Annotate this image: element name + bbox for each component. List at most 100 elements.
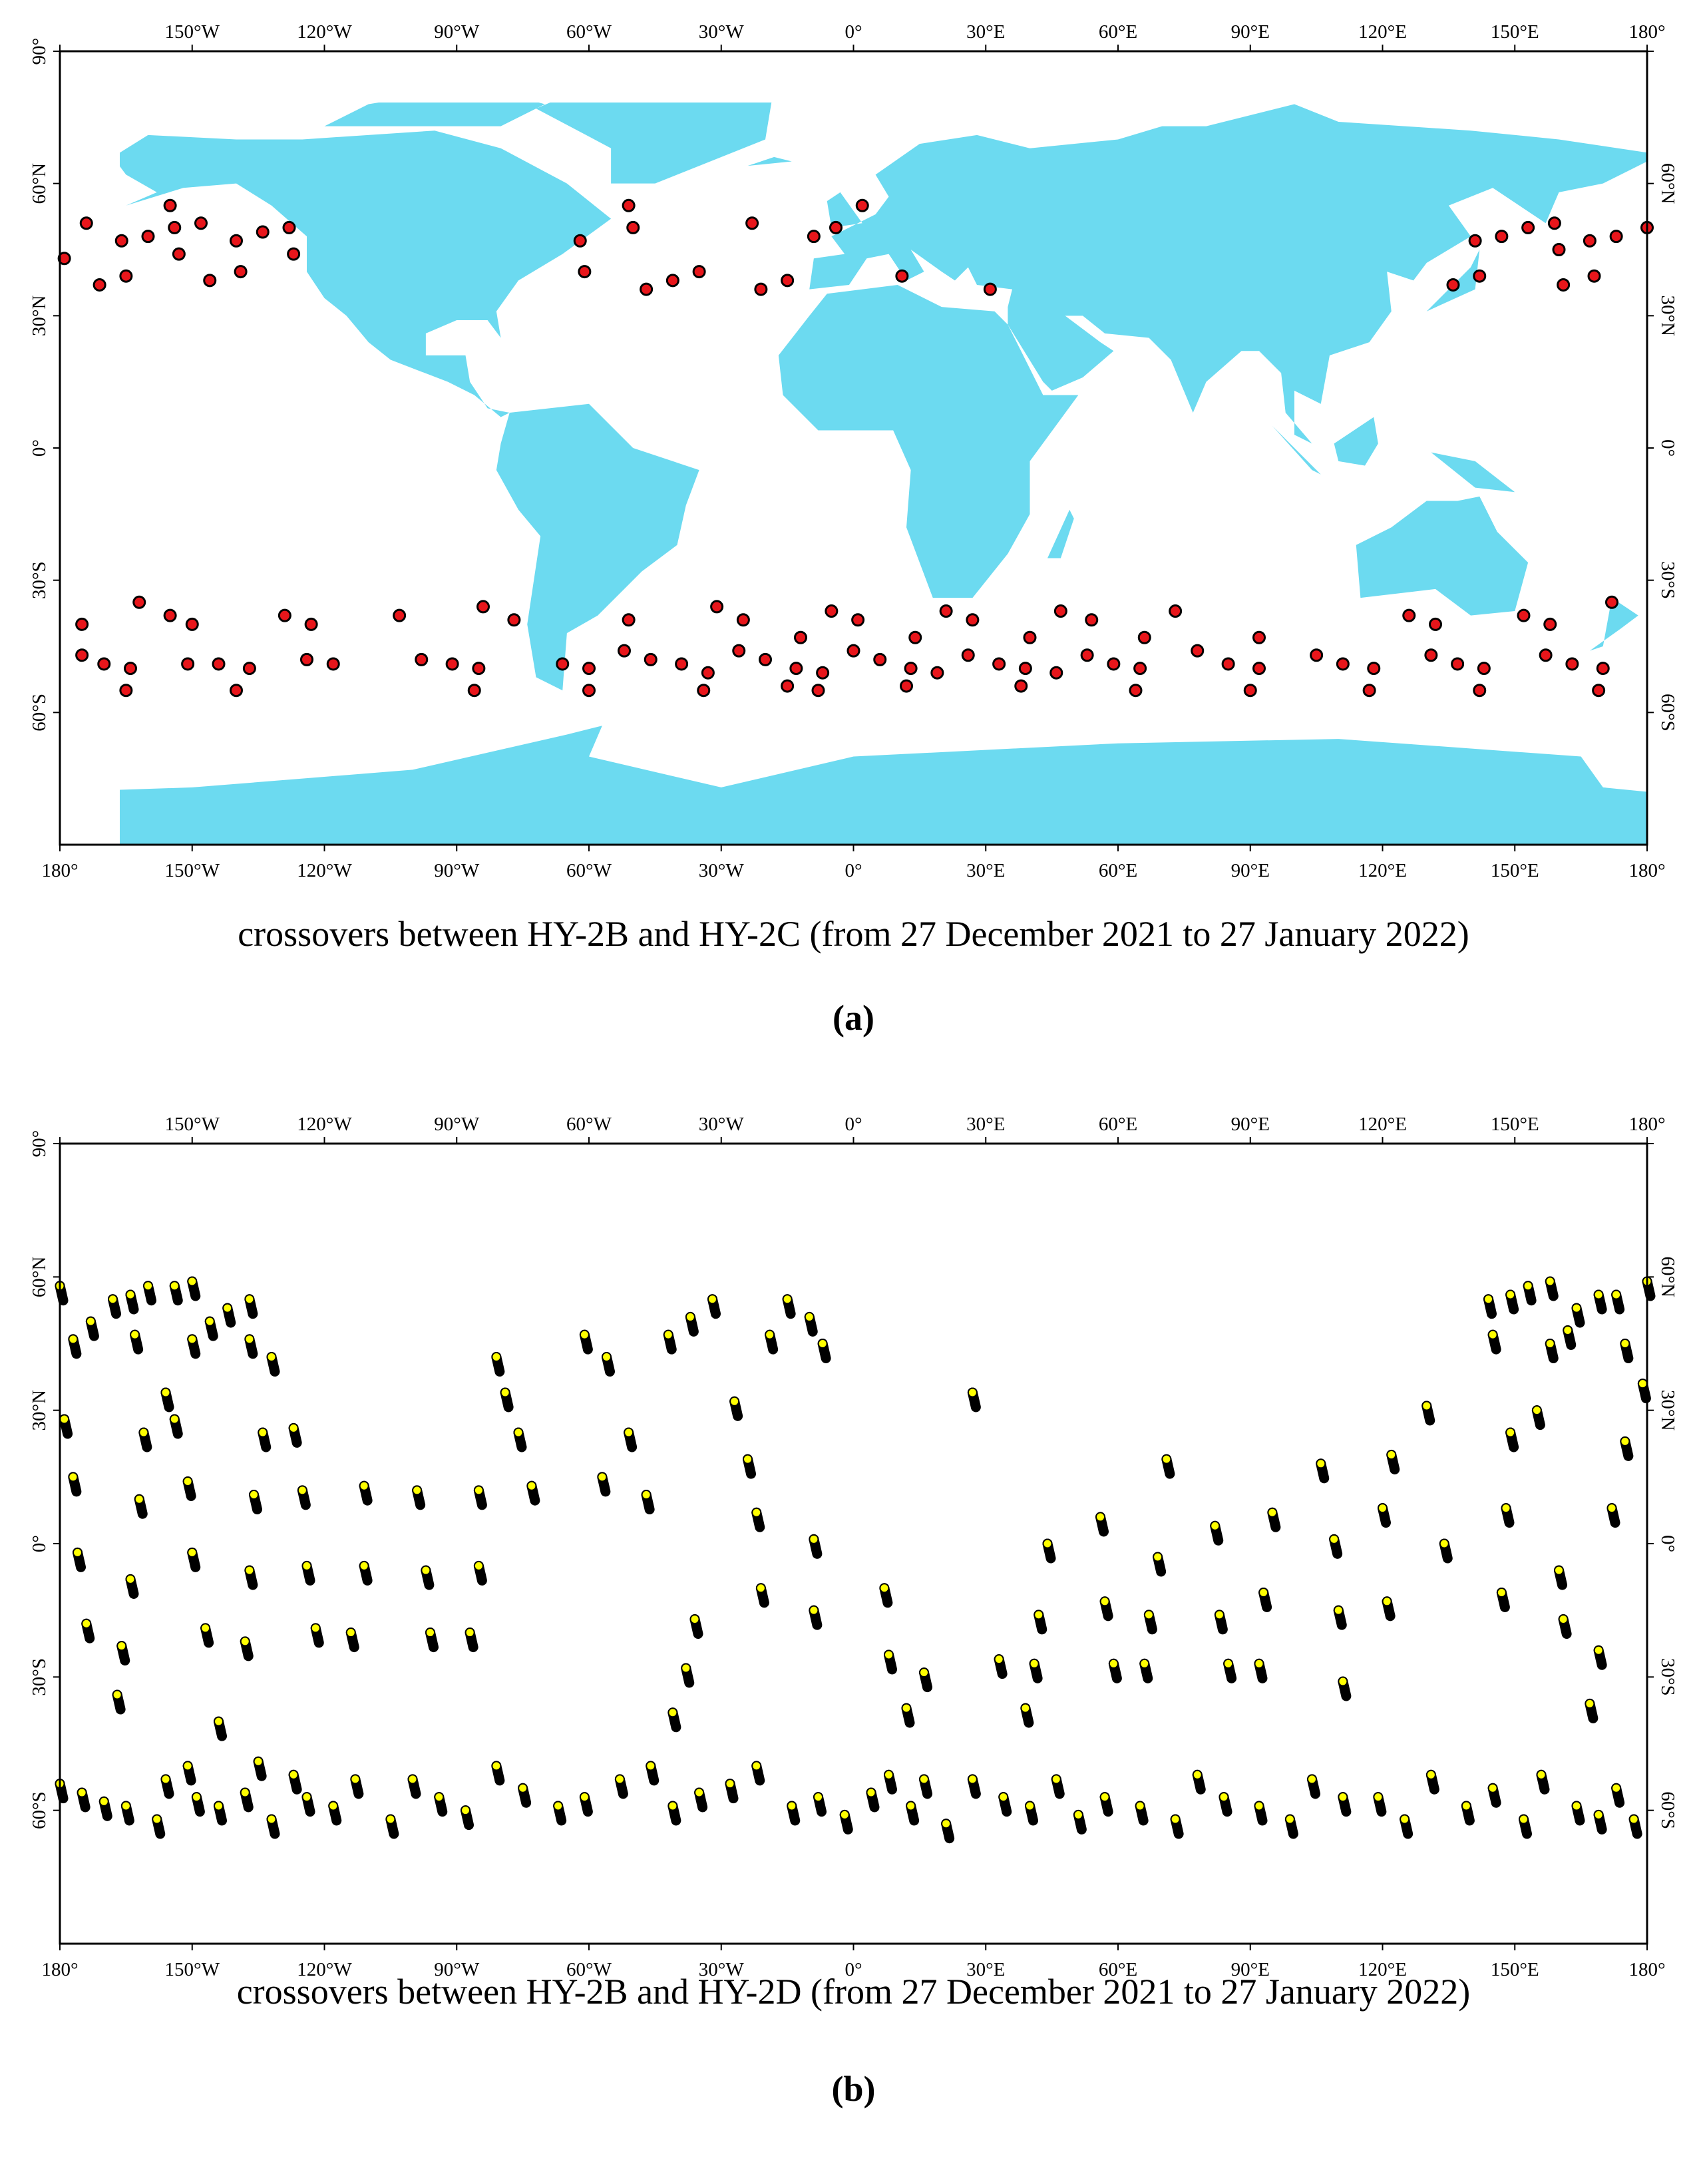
crossover-point (467, 684, 481, 698)
map-panel: 180° 150°W 150°W 120°W 120°W 90°W 90°W 60°W 60°W… (29, 21, 1678, 1038)
crossover-point (168, 220, 182, 234)
x-tick-label: 180° (41, 860, 78, 881)
crossover-point (1042, 1538, 1056, 1564)
x-tick-label: 150°W (165, 860, 220, 881)
y-tick-label: 30°S (1657, 561, 1678, 599)
y-tick-label: 30°N (29, 296, 50, 337)
crossover-point (244, 1294, 258, 1319)
x-tick-label: 30°W (699, 21, 745, 43)
crossover-point (556, 657, 570, 671)
x-tick-label: 120°W (297, 21, 352, 43)
crossover-point (1545, 1339, 1559, 1363)
crossover-point (809, 1534, 823, 1559)
crossover-point (692, 265, 706, 279)
crossover-point (1139, 1658, 1153, 1683)
x-tick-label: 150°E (1491, 1114, 1539, 1135)
crossover-point (1214, 1610, 1228, 1635)
crossover-point (1023, 630, 1037, 644)
crossover-point (1501, 1503, 1515, 1528)
crossover-point (68, 1334, 82, 1359)
crossover-point (68, 1472, 82, 1497)
crossover-point (1333, 1605, 1347, 1630)
x-tick-label: 60°E (1099, 1959, 1137, 1980)
crossover-point (59, 1414, 73, 1439)
crossover-point (579, 1329, 593, 1355)
crossover-point (182, 1476, 196, 1502)
crossover-point (884, 1649, 897, 1675)
crossover-point (626, 220, 640, 234)
crossover-point (1095, 1512, 1109, 1537)
crossover-point (1267, 1507, 1281, 1532)
x-tick-label: 90°E (1231, 1114, 1270, 1135)
x-tick-label: 0° (845, 1959, 862, 1980)
crossover-point (472, 662, 486, 676)
crossover-point (513, 1427, 527, 1452)
crossover-point (873, 652, 887, 666)
crossover-point (1386, 1449, 1400, 1474)
crossover-point (1051, 1774, 1065, 1799)
crossover-point (895, 269, 909, 283)
x-tick-label: 120°E (1358, 1959, 1407, 1980)
crossover-point (1473, 269, 1487, 283)
crossover-point (465, 1628, 478, 1653)
crossover-point (1169, 604, 1183, 618)
crossover-point (476, 600, 490, 614)
y-tick-label: 60°N (29, 163, 50, 204)
crossover-point (961, 648, 975, 662)
x-tick-label: 180° (41, 1959, 78, 1980)
crossover-point (1284, 1814, 1298, 1839)
y-tick-label: 30°N (29, 1390, 50, 1431)
crossover-point (1523, 1281, 1537, 1306)
crossover-point (138, 1427, 152, 1452)
crossover-point (994, 1654, 1008, 1679)
crossover-point (1609, 230, 1623, 244)
crossover-point (244, 1565, 258, 1590)
crossover-point (1543, 617, 1557, 631)
crossover-point (729, 1396, 743, 1421)
crossover-point (782, 1294, 796, 1319)
crossover-point (473, 1560, 487, 1586)
crossover-point (445, 657, 459, 671)
crossover-point (1400, 1814, 1414, 1839)
crossover-point (461, 1805, 474, 1831)
crossover-point (124, 662, 137, 676)
crossover-point (172, 247, 186, 261)
crossover-point (1161, 1454, 1175, 1479)
crossover-point (1099, 1792, 1113, 1817)
crossover-point (1338, 1676, 1352, 1701)
crossover-point (359, 1480, 373, 1506)
crossover-point (75, 648, 89, 662)
x-tick-label: 180° (1628, 21, 1665, 43)
crossover-point (1558, 1614, 1572, 1639)
crossover-point (230, 684, 243, 698)
y-tick-label: 90° (29, 1130, 50, 1158)
crossover-point (681, 1663, 695, 1688)
x-tick-label: 30°W (699, 1114, 745, 1135)
crossover-point (125, 1574, 139, 1599)
crossover-point (222, 1303, 236, 1328)
x-tick-label: 90°E (1231, 1959, 1270, 1980)
crossover-point (1477, 662, 1491, 676)
x-tick-label: 120°W (297, 1114, 352, 1135)
crossover-point (491, 1352, 505, 1377)
crossover-point (884, 1769, 897, 1795)
crossover-point (1521, 220, 1535, 234)
y-tick-label: 30°S (29, 1658, 50, 1696)
crossover-point (328, 1801, 342, 1826)
y-tick-label: 30°S (29, 561, 50, 599)
x-tick-label: 90°W (434, 860, 480, 881)
y-tick-label: 30°N (1657, 1390, 1678, 1431)
crossover-point (500, 1387, 514, 1413)
crossover-point (732, 644, 746, 658)
crossover-point (1547, 216, 1561, 230)
y-tick-label: 0° (29, 1535, 50, 1552)
crossover-point (1446, 278, 1460, 292)
crossover-point (618, 644, 631, 658)
x-tick-label: 60°E (1099, 1114, 1137, 1135)
crossover-point (81, 1618, 95, 1643)
crossover-point (743, 1454, 756, 1479)
crossover-point (614, 1774, 628, 1799)
crossover-point (1049, 666, 1063, 680)
crossover-point (1153, 1552, 1167, 1577)
crossover-point (304, 617, 318, 631)
